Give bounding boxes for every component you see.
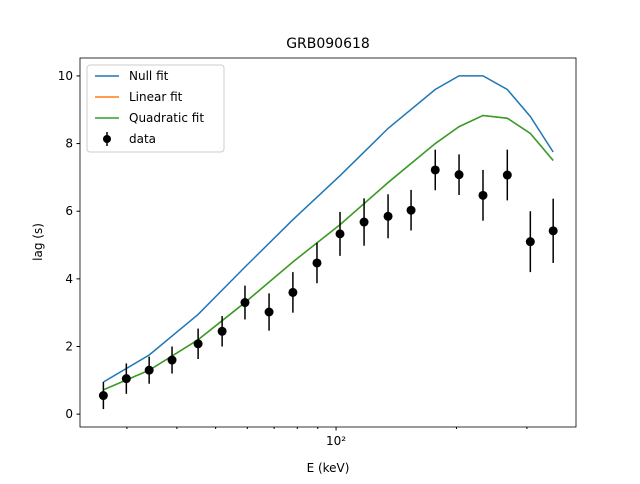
legend-label: Linear fit xyxy=(129,90,183,104)
data-point xyxy=(525,237,535,247)
data-point xyxy=(193,339,203,349)
data-point xyxy=(454,170,464,180)
data-point xyxy=(383,211,393,221)
data-point xyxy=(406,205,416,215)
data-point xyxy=(478,190,488,200)
fit-line xyxy=(103,114,554,391)
legend-swatch xyxy=(103,135,111,143)
data-point xyxy=(144,365,154,375)
legend-label: Quadratic fit xyxy=(129,111,204,125)
data-point xyxy=(312,258,322,268)
data-point xyxy=(264,307,274,317)
data-point xyxy=(335,229,345,239)
y-axis-label: lag (s) xyxy=(31,223,45,261)
plot-frame xyxy=(79,57,577,428)
legend-label: data xyxy=(129,132,156,146)
data-point xyxy=(359,217,369,227)
y-tick-label: 10 xyxy=(58,69,73,83)
y-tick-label: 2 xyxy=(65,340,73,354)
data-point xyxy=(167,355,177,365)
fit-line xyxy=(103,75,554,383)
chart-title: GRB090618 xyxy=(286,36,370,52)
y-tick-label: 0 xyxy=(65,407,73,421)
fit-line xyxy=(103,114,554,391)
data-point xyxy=(217,326,227,336)
data-point xyxy=(548,226,558,236)
legend-box xyxy=(86,64,225,153)
data-point xyxy=(502,170,512,180)
data-point xyxy=(288,287,298,297)
y-tick-label: 4 xyxy=(65,272,73,286)
data-point xyxy=(240,298,250,308)
legend-label: Null fit xyxy=(129,69,169,83)
data-point xyxy=(430,165,440,175)
data-point xyxy=(121,374,131,384)
data-point xyxy=(98,391,108,401)
x-tick-label: 10² xyxy=(326,434,346,448)
y-tick-label: 8 xyxy=(65,137,73,151)
y-tick-label: 6 xyxy=(65,204,73,218)
x-axis-label: E (keV) xyxy=(307,461,350,475)
